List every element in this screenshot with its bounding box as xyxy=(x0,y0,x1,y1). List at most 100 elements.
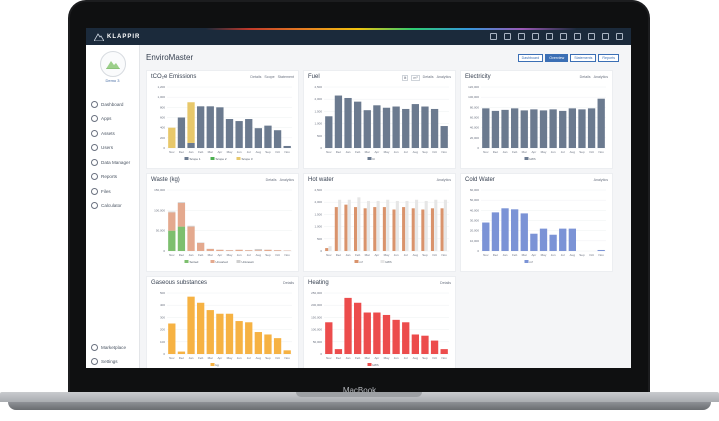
bar-scope-1[interactable] xyxy=(206,106,214,148)
tab-statements[interactable]: Statements xyxy=(570,54,597,62)
panel-link-analytics[interactable]: Analytics xyxy=(436,178,451,182)
bar-kwh[interactable] xyxy=(430,340,439,354)
sidebar-item-settings[interactable]: Settings xyxy=(91,355,126,369)
legend-label[interactable]: Unknown xyxy=(242,260,255,264)
panel-link-details[interactable]: Details xyxy=(250,75,262,79)
bar-kwh[interactable] xyxy=(411,334,419,354)
bar-kwh[interactable] xyxy=(382,314,391,354)
avatar[interactable] xyxy=(100,51,126,77)
truck-icon[interactable] xyxy=(518,33,525,40)
brand-logo[interactable]: KLAPPIR xyxy=(94,32,140,42)
bar-m3[interactable] xyxy=(520,213,528,251)
panel-link-m3[interactable]: m³ xyxy=(411,75,420,81)
bar-ltr[interactable] xyxy=(363,110,371,148)
bar-kwh[interactable] xyxy=(440,349,448,354)
bar-kwh[interactable] xyxy=(357,197,361,251)
bar-kwh[interactable] xyxy=(334,349,343,354)
panel-link-details[interactable]: Details xyxy=(440,281,451,285)
bar-m3[interactable] xyxy=(511,209,519,251)
bar-kwh[interactable] xyxy=(491,110,500,148)
bar-kwh[interactable] xyxy=(395,200,399,251)
sidebar-item-users[interactable]: Users xyxy=(91,141,130,156)
bar-kg[interactable] xyxy=(283,350,291,354)
legend-label[interactable]: ltr xyxy=(373,157,376,161)
bar-unsorted[interactable] xyxy=(197,242,205,251)
bar-m3[interactable] xyxy=(363,208,367,251)
bar-scope-1[interactable] xyxy=(254,128,262,148)
bar-scope-1[interactable] xyxy=(245,119,253,148)
bar-ltr[interactable] xyxy=(382,107,391,148)
bar-kwh[interactable] xyxy=(501,109,509,148)
bar-kwh[interactable] xyxy=(539,110,548,148)
bar-ltr[interactable] xyxy=(411,104,419,148)
bar-scope-3[interactable] xyxy=(168,127,176,148)
bar-kg[interactable] xyxy=(216,313,224,354)
sidebar-item-data-manager[interactable]: Data Manager xyxy=(91,155,130,170)
sidebar-item-files[interactable]: Files xyxy=(91,184,130,199)
bar-kwh[interactable] xyxy=(347,199,351,251)
bar-kwh[interactable] xyxy=(328,246,332,251)
bar-m3[interactable] xyxy=(354,207,358,251)
user-name[interactable]: Demo 3 xyxy=(105,78,120,83)
bar-m3[interactable] xyxy=(440,208,444,251)
bar-m3[interactable] xyxy=(539,228,548,251)
bar-scope-1[interactable] xyxy=(283,145,291,148)
legend-label[interactable]: m³ xyxy=(530,260,534,264)
bar-kwh[interactable] xyxy=(363,312,371,354)
document-icon[interactable] xyxy=(588,33,595,40)
bar-kwh[interactable] xyxy=(386,199,390,251)
bar-ltr[interactable] xyxy=(392,106,400,148)
bar-kg[interactable] xyxy=(187,296,195,354)
bar-unknown[interactable] xyxy=(168,211,176,213)
bar-scope-1[interactable] xyxy=(264,125,272,148)
bar-unsorted[interactable] xyxy=(187,226,195,251)
bar-kwh[interactable] xyxy=(402,322,410,354)
sidebar-item-reports[interactable]: Reports xyxy=(91,170,130,185)
bar-m3[interactable] xyxy=(491,212,500,251)
bar-scope-1[interactable] xyxy=(187,142,195,148)
panel-link-analytics[interactable]: Analytics xyxy=(593,178,608,182)
tab-overview[interactable]: Overview xyxy=(545,54,569,62)
bar-sorted[interactable] xyxy=(168,230,176,251)
bar-scope-1[interactable] xyxy=(216,107,224,148)
legend-label[interactable]: kWh xyxy=(530,157,536,161)
bar-kg[interactable] xyxy=(225,313,234,354)
bar-scope-1[interactable] xyxy=(197,106,205,148)
tab-reports[interactable]: Reports xyxy=(598,54,619,62)
legend-label[interactable]: kWh xyxy=(386,260,392,264)
leaf-icon[interactable] xyxy=(504,33,511,40)
bar-kwh[interactable] xyxy=(511,108,519,148)
bar-m3[interactable] xyxy=(597,249,605,251)
bar-m3[interactable] xyxy=(325,248,329,251)
bar-kg[interactable] xyxy=(254,332,262,354)
bar-ltr[interactable] xyxy=(430,108,439,148)
bar-unsorted[interactable] xyxy=(254,250,262,251)
panel-link-details[interactable]: Details xyxy=(422,75,434,79)
bar-kwh[interactable] xyxy=(568,108,576,148)
bar-unsorted[interactable] xyxy=(216,249,224,251)
bar-kg[interactable] xyxy=(206,310,214,354)
panel-link-statement[interactable]: Statement xyxy=(277,75,294,79)
bar-m3[interactable] xyxy=(402,207,406,251)
bar-unknown[interactable] xyxy=(177,202,186,204)
bar-kwh[interactable] xyxy=(366,200,371,251)
bar-scope-1[interactable] xyxy=(273,130,282,148)
bar-unsorted[interactable] xyxy=(245,250,253,251)
bar-m3[interactable] xyxy=(421,209,425,251)
sidebar-item-calculator[interactable]: Calculator xyxy=(91,199,130,214)
bar-scope-1[interactable] xyxy=(177,117,186,149)
legend-label[interactable]: kWh xyxy=(373,363,379,367)
bar-ltr[interactable] xyxy=(334,95,343,148)
bar-ltr[interactable] xyxy=(325,116,333,148)
bar-m3[interactable] xyxy=(482,222,490,251)
panel-link-details[interactable]: Details xyxy=(265,178,277,182)
legend-label[interactable]: m³ xyxy=(360,260,364,264)
panel-link-analytics[interactable]: Analytics xyxy=(436,75,451,79)
panel-link-lit[interactable]: lit xyxy=(401,75,409,81)
panel-link-scope[interactable]: Scope xyxy=(264,75,275,79)
bar-kwh[interactable] xyxy=(338,199,342,251)
bar-kwh[interactable] xyxy=(392,319,400,354)
bar-unsorted[interactable] xyxy=(168,212,176,231)
bar-sorted[interactable] xyxy=(177,226,186,251)
sidebar-item-dashboard[interactable]: Dashboard xyxy=(91,97,130,112)
